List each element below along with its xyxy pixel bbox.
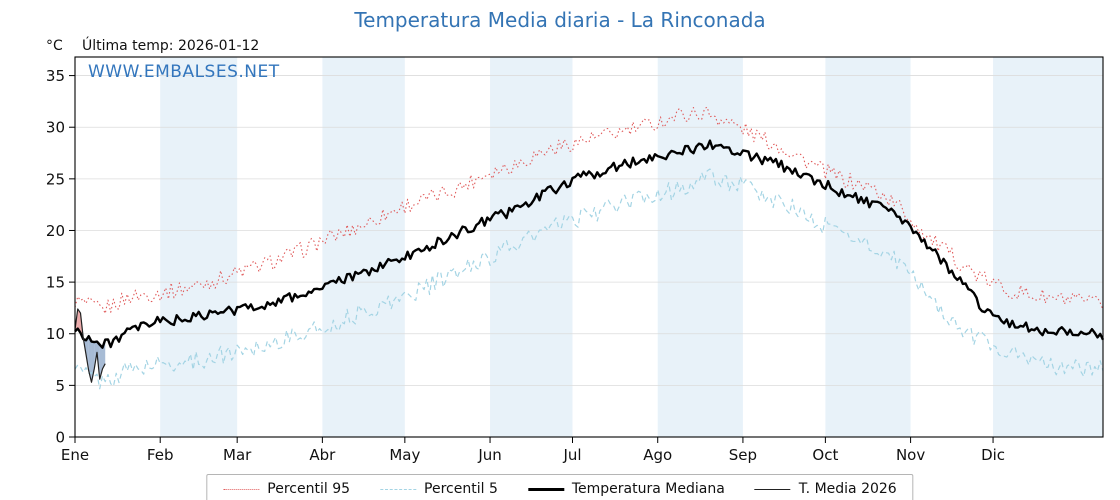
legend-item-media-2026: T. Media 2026	[754, 481, 897, 497]
svg-text:15: 15	[46, 274, 65, 292]
svg-text:35: 35	[46, 67, 65, 85]
percentil-95-line-icon	[223, 488, 260, 490]
percentil-5-line-icon	[380, 488, 417, 490]
media-2026-line-icon	[754, 488, 791, 490]
svg-text:Mar: Mar	[223, 446, 252, 464]
svg-text:May: May	[389, 446, 420, 464]
watermark-text: WWW.EMBALSES.NET	[88, 62, 280, 82]
mediana-line-icon	[527, 487, 564, 491]
svg-text:20: 20	[46, 222, 65, 240]
legend-label: T. Media 2026	[798, 481, 897, 497]
svg-text:Oct: Oct	[812, 446, 838, 464]
svg-text:Dic: Dic	[981, 446, 1005, 464]
svg-text:Jun: Jun	[477, 446, 501, 464]
svg-text:Abr: Abr	[309, 446, 336, 464]
legend-label: Percentil 5	[424, 481, 498, 497]
y-axis-unit-label: °C	[46, 38, 63, 54]
legend-item-percentil-5: Percentil 5	[380, 481, 498, 497]
legend-label: Temperatura Mediana	[571, 481, 725, 497]
svg-text:Ago: Ago	[643, 446, 672, 464]
legend-item-percentil-95: Percentil 95	[223, 481, 350, 497]
chart-legend: Percentil 95 Percentil 5 Temperatura Med…	[206, 474, 914, 500]
last-temp-label: Última temp: 2026-01-12	[82, 38, 260, 54]
legend-label: Percentil 95	[267, 481, 351, 497]
svg-text:Ene: Ene	[61, 446, 89, 464]
svg-text:10: 10	[46, 325, 65, 343]
chart-title: Temperatura Media diaria - La Rinconada	[354, 8, 766, 32]
legend-item-mediana: Temperatura Mediana	[527, 481, 725, 497]
svg-text:0: 0	[55, 429, 65, 447]
svg-text:Nov: Nov	[896, 446, 925, 464]
svg-text:5: 5	[55, 377, 65, 395]
svg-text:Feb: Feb	[147, 446, 174, 464]
svg-text:Jul: Jul	[562, 446, 581, 464]
svg-text:30: 30	[46, 119, 65, 137]
svg-text:Sep: Sep	[729, 446, 757, 464]
svg-text:25: 25	[46, 170, 65, 188]
